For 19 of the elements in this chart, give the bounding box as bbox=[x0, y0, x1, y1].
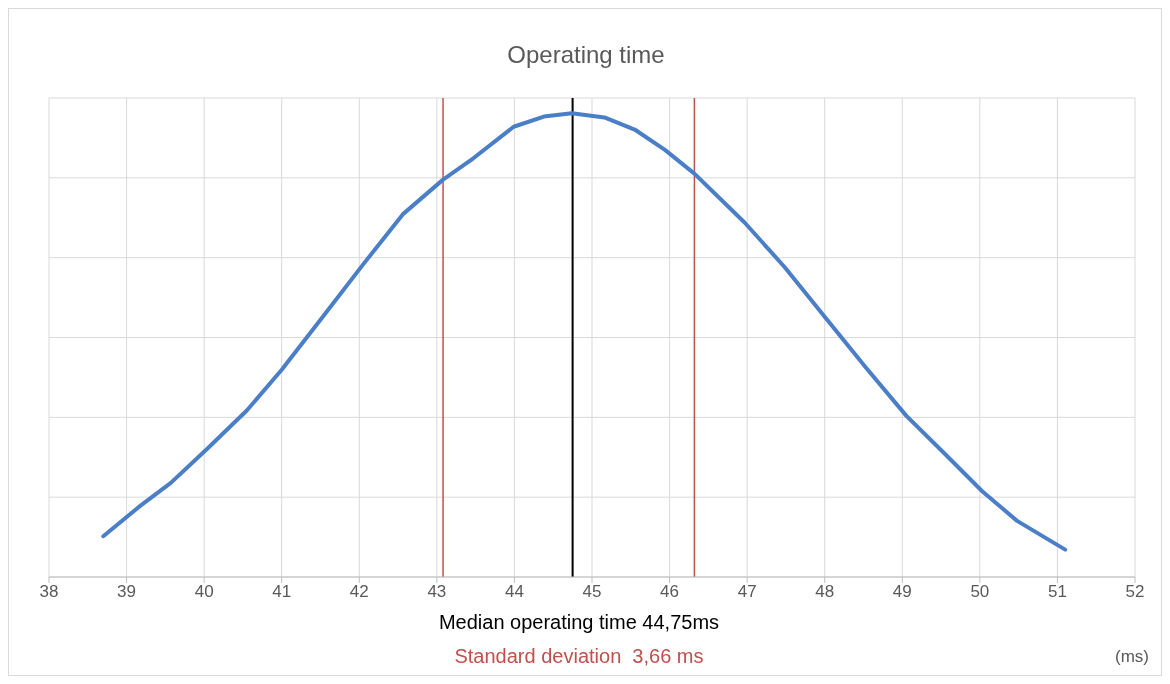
x-tick-label: 43 bbox=[427, 582, 447, 602]
x-axis-title: (ms) bbox=[1115, 647, 1149, 667]
x-tick-label: 46 bbox=[660, 582, 680, 602]
x-tick-label: 44 bbox=[504, 582, 524, 602]
x-tick-label: 38 bbox=[39, 582, 59, 602]
x-tick-label: 39 bbox=[117, 582, 137, 602]
chart-title: Operating time bbox=[506, 41, 666, 69]
x-tick-label: 51 bbox=[1047, 582, 1067, 602]
x-tick-label: 41 bbox=[272, 582, 292, 602]
x-tick-label: 48 bbox=[815, 582, 835, 602]
x-tick-label: 45 bbox=[582, 582, 602, 602]
text: Median operating time 44,75ms bbox=[437, 611, 721, 634]
x-tick-label: 42 bbox=[349, 582, 369, 602]
x-tick-label: 47 bbox=[737, 582, 757, 602]
x-tick-label: 52 bbox=[1125, 582, 1145, 602]
x-tick-label: 50 bbox=[970, 582, 990, 602]
x-tick-label: 40 bbox=[194, 582, 214, 602]
x-tick-label: 49 bbox=[892, 582, 912, 602]
text: Standard deviation 3,66 ms bbox=[453, 645, 705, 668]
